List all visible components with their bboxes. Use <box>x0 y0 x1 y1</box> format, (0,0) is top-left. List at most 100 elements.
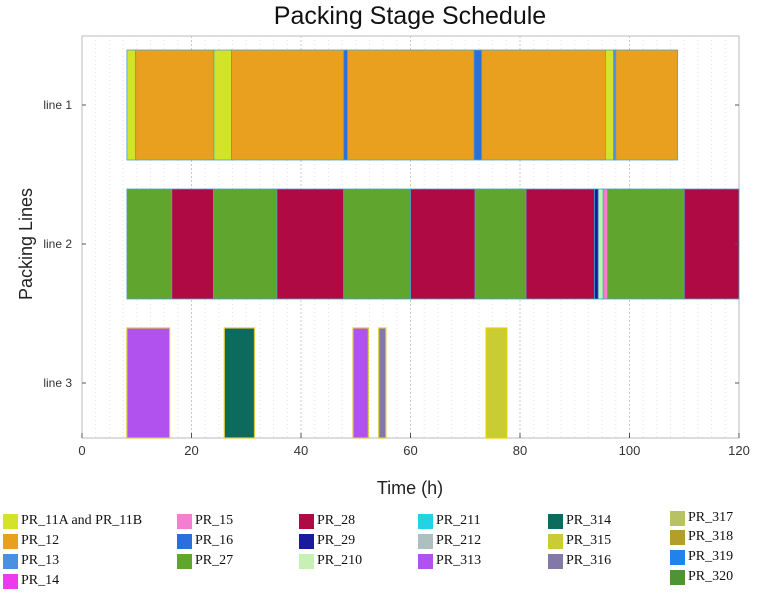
task-bar-pr_28: PR_28 (81.1–93.6 h) <box>525 188 595 300</box>
legend-item: PR_13 <box>3 553 59 569</box>
legend-label: PR_313 <box>436 553 482 568</box>
legend-label: PR_15 <box>195 513 234 528</box>
legend-swatch <box>418 533 433 549</box>
legend-swatch <box>418 553 433 569</box>
x-tick-label: 60 <box>403 443 417 458</box>
legend-swatch <box>548 553 563 569</box>
legend-swatch <box>670 549 685 565</box>
task-bar-pr_314: PR_314 (26–31.5 h) <box>223 327 256 439</box>
task-bar-pr_28: PR_28 (60–71.8 h) <box>410 188 476 300</box>
task-bar-pr_16: PR_16 (47.8–48.5 h) <box>343 49 348 161</box>
task-bar-pr_12: PR_12 (73–95.6 h) <box>481 49 606 161</box>
legend-label: PR_11A and PR_11B <box>21 513 143 528</box>
legend-item: PR_317 <box>670 510 733 526</box>
task-bar-pr_28: PR_28 (35.6–47.8 h) <box>276 188 345 300</box>
legend-item: PR_11A and PR_11B <box>3 513 142 529</box>
legend-swatch <box>177 513 192 529</box>
legend-label: PR_314 <box>566 513 612 528</box>
task-bar-pr_313: PR_313 (49.5–52.3 h) <box>352 327 369 439</box>
task-bar-pr_210: PR_210 (94.3–95.2 h) <box>597 188 604 300</box>
legend-label: PR_14 <box>21 573 60 588</box>
legend-swatch <box>670 569 685 585</box>
task-bar-pr_12: PR_12 (27.3–47.8 h) <box>231 49 345 161</box>
legend-item: PR_211 <box>418 513 481 529</box>
task-bar-pr_27: PR_27 (24–35.6 h) <box>212 188 278 300</box>
legend-item: PR_320 <box>670 569 733 585</box>
task-bar-pr_27: PR_27 (71.8–81.1 h) <box>474 188 527 300</box>
legend-item: PR_15 <box>177 513 233 529</box>
legend-label: PR_318 <box>688 529 734 544</box>
legend-item: PR_210 <box>299 553 362 569</box>
task-bar-pr_27: PR_27 (96–110 h) <box>607 188 685 300</box>
task-bar-pr_316: PR_316 (54.2–55.5 h) <box>378 327 387 439</box>
legend-swatch <box>3 553 18 569</box>
legend-label: PR_210 <box>317 553 363 568</box>
legend-swatch <box>548 533 563 549</box>
legend-item: PR_12 <box>3 533 59 549</box>
legend-item: PR_313 <box>418 553 481 569</box>
legend-label: PR_320 <box>688 569 734 584</box>
x-axis-label: Time (h) <box>377 478 443 498</box>
task-bar-pr_28: PR_28 (16.4–24 h) <box>171 188 214 300</box>
legend-label: PR_27 <box>195 553 234 568</box>
task-bar-pr_29: PR_29 (93.6–94.3 h) <box>594 188 599 300</box>
legend-swatch <box>3 573 18 589</box>
legend-swatch <box>299 553 314 569</box>
legend-item: PR_16 <box>177 533 233 549</box>
legend-label: PR_319 <box>688 549 734 564</box>
legend-label: PR_315 <box>566 533 612 548</box>
task-bar-pr_12: PR_12 (48.5–71.6 h) <box>347 49 475 161</box>
legend-label: PR_16 <box>195 533 234 548</box>
legend-swatch <box>670 529 685 545</box>
x-axis-ticks: 0 20 40 60 80 100 120 <box>78 433 750 458</box>
x-tick-label: 120 <box>728 443 750 458</box>
legend-item: PR_319 <box>670 549 733 565</box>
task-bar-pr_27: PR_27 (47.8–60 h) <box>343 188 411 300</box>
task-bar-pr_12: PR_12 (97.5–108.8 h) <box>615 49 679 161</box>
task-bar-pr_28: PR_28 (110–120 h) <box>683 188 740 300</box>
legend-item: PR_14 <box>3 573 59 589</box>
legend-item: PR_27 <box>177 553 233 569</box>
y-axis-label: Packing Lines <box>16 188 36 300</box>
y-tick-label: line 3 <box>43 376 72 390</box>
chart-title: Packing Stage Schedule <box>274 2 546 30</box>
legend-swatch <box>3 533 18 549</box>
legend-item: PR_314 <box>548 513 611 529</box>
legend-label: PR_211 <box>436 513 481 528</box>
legend-label: PR_212 <box>436 533 482 548</box>
task-bars: PR_11A and PR_11B (8.2–9.8 h)PR_12 (9.8–… <box>126 49 740 439</box>
legend-item: PR_29 <box>299 533 355 549</box>
gantt-chart: Packing Stage Schedule PR_11A and PR_11B… <box>16 2 750 498</box>
legend-swatch <box>177 553 192 569</box>
x-tick-label: 20 <box>184 443 198 458</box>
x-tick-label: 80 <box>513 443 527 458</box>
legend-label: PR_317 <box>688 510 734 525</box>
task-bar-pr_15: PR_15 (95.2–96 h) <box>602 188 608 300</box>
y-tick-label: line 1 <box>43 98 72 112</box>
legend-label: PR_12 <box>21 533 60 548</box>
task-bar-pr_16: PR_16 (71.6–73 h) <box>473 49 483 161</box>
task-bar-pr_313: PR_313 (8.2–16 h) <box>126 327 171 439</box>
x-tick-label: 0 <box>78 443 85 458</box>
legend-swatch <box>299 513 314 529</box>
y-axis-ticks: line 1 line 2 line 3 <box>43 98 739 390</box>
legend-label: PR_28 <box>317 513 356 528</box>
legend-item: PR_28 <box>299 513 355 529</box>
legend-swatch <box>548 513 563 529</box>
task-bar-pr_11a-and-pr_11b: PR_11A and PR_11B (8.2–9.8 h) <box>126 49 137 161</box>
legend-label: PR_29 <box>317 533 356 548</box>
legend-swatch <box>418 513 433 529</box>
task-bar-pr_11a-and-pr_11b: PR_11A and PR_11B (24.1–27.3 h) <box>213 49 232 161</box>
task-bar-pr_12: PR_12 (9.8–24.1 h) <box>135 49 215 161</box>
legend-swatch <box>177 533 192 549</box>
task-bar-pr_11a-and-pr_11b: PR_11A and PR_11B (95.6–97.1 h) <box>605 49 615 161</box>
y-tick-label: line 2 <box>43 237 72 251</box>
legend-label: PR_316 <box>566 553 612 568</box>
legend-item: PR_318 <box>670 529 733 545</box>
legend-label: PR_13 <box>21 553 60 568</box>
task-bar-pr_27: PR_27 (8.2–16.4 h) <box>126 188 173 300</box>
legend-item: PR_212 <box>418 533 481 549</box>
legend-swatch <box>3 513 18 529</box>
legend-item: PR_315 <box>548 533 611 549</box>
legend-item: PR_316 <box>548 553 611 569</box>
